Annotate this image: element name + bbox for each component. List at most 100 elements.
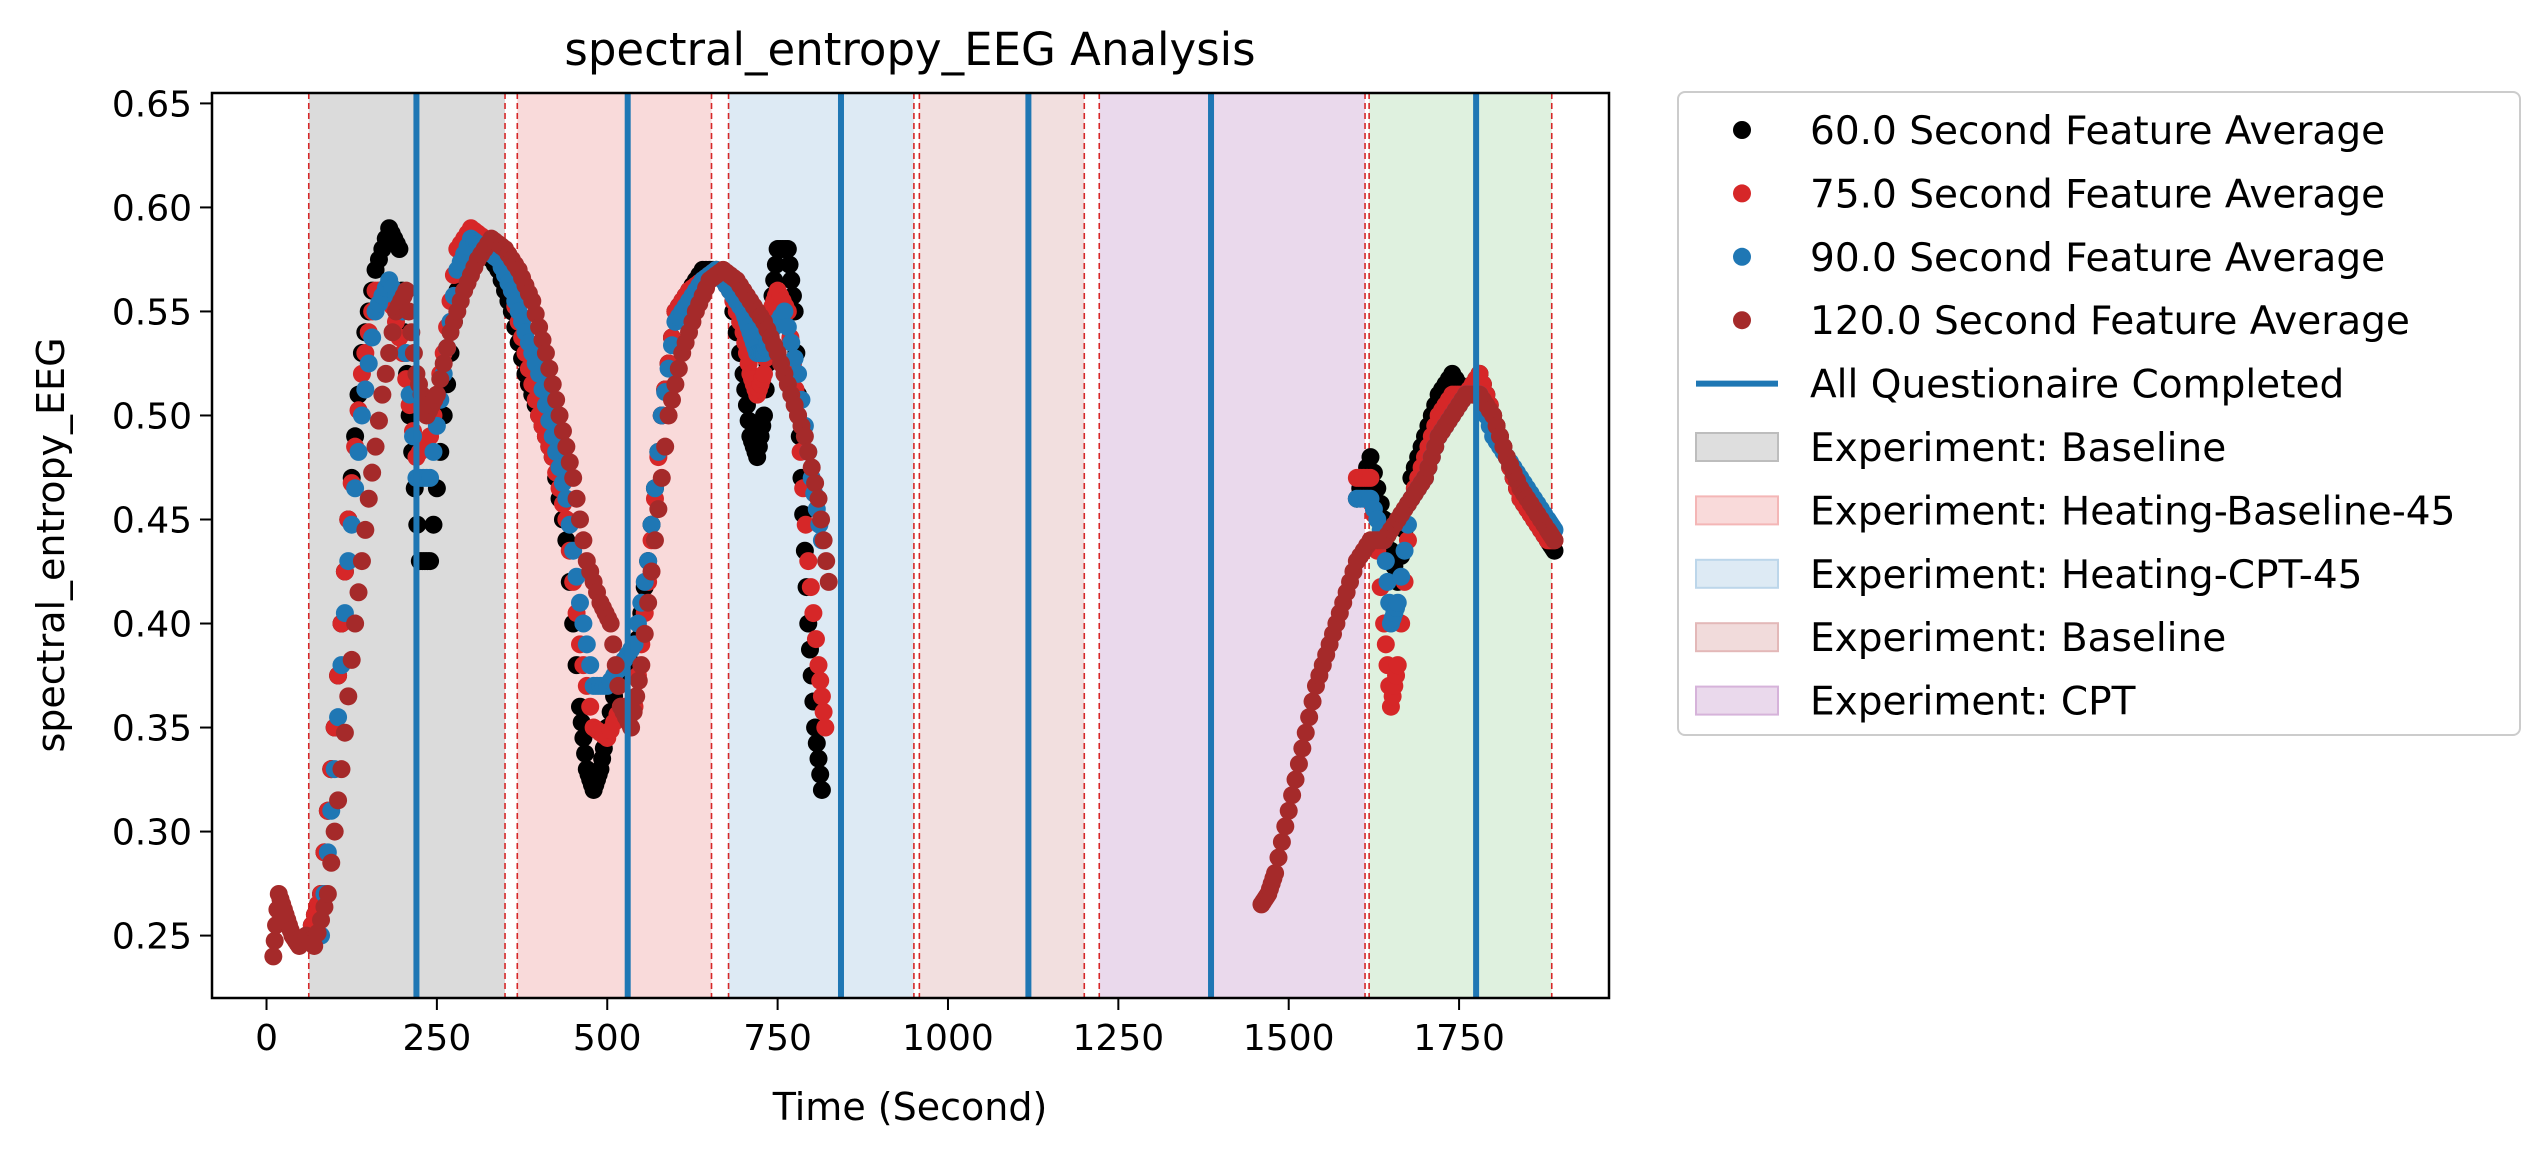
data-point [809,749,828,768]
legend-patch [1695,685,1779,716]
data-point [782,333,801,352]
legend-label: Experiment: Heating-CPT-45 [1810,553,2362,598]
data-point [349,583,368,602]
phase-span-1 [517,93,712,998]
data-point [383,323,402,342]
data-point [424,515,443,534]
legend-patch [1695,558,1779,589]
data-point [604,635,623,654]
data-point [356,520,375,539]
data-point [390,240,409,259]
data-point [652,468,671,487]
data-point [809,656,828,675]
data-point [766,255,785,274]
data-point [785,349,804,368]
data-point [574,531,593,550]
data-point [804,604,823,623]
data-point [581,697,600,716]
data-point [339,552,358,571]
data-point [427,385,446,404]
data-point [780,255,799,274]
data-point [421,468,440,487]
x-tick-label: 500 [573,1018,642,1059]
x-axis-label: Time (Second) [772,1085,1048,1129]
y-tick-label: 0.40 [112,605,192,646]
data-point [778,240,797,259]
data-point [816,718,835,737]
data-point [318,884,337,903]
legend-item-9: Experiment: CPT [1695,680,2136,725]
data-point [629,671,648,690]
legend-marker [1733,184,1751,203]
data-point [799,442,818,461]
phase-span-3 [919,93,1085,998]
y-tick-label: 0.35 [112,709,192,750]
legend-label: 75.0 Second Feature Average [1810,172,2385,217]
data-point [376,364,395,383]
data-point [601,614,620,633]
data-point [363,328,382,347]
legend-label: Experiment: Heating-Baseline-45 [1810,489,2455,534]
data-point [1296,723,1315,742]
data-point [1303,692,1322,711]
data-point [373,385,392,404]
data-point [329,791,348,810]
data-point [1293,739,1312,758]
data-point [627,687,646,706]
data-point [577,635,596,654]
data-point [329,708,348,727]
legend-label: 120.0 Second Feature Average [1810,299,2410,344]
data-point [1269,848,1288,867]
y-tick-label: 0.50 [112,396,192,437]
data-point [570,510,589,529]
data-point [325,822,344,841]
legend-patch [1695,432,1779,462]
legend-label: All Questionaire Completed [1810,363,2344,408]
data-point [581,656,600,675]
data-point [564,468,583,487]
data-point [553,422,572,441]
data-point [1388,656,1407,675]
y-tick-label: 0.25 [112,917,192,958]
data-point [806,474,825,493]
data-point [434,354,453,373]
data-point [1376,552,1395,571]
data-point [809,489,828,508]
data-point [380,344,399,363]
data-point [1289,754,1308,773]
data-point [662,390,681,409]
data-point [1376,635,1395,654]
data-point [356,380,375,399]
data-point [1276,817,1295,836]
data-point [339,687,358,706]
data-point [656,437,675,456]
data-point [1378,572,1397,591]
data-point [819,572,838,591]
data-point [642,562,661,581]
phase-span-4 [1099,93,1366,998]
data-point [1300,708,1319,727]
plot-frame [210,91,1611,1000]
legend-item-3: 120.0 Second Feature Average [1733,299,2410,344]
data-point [795,427,814,446]
data-point [547,390,566,409]
data-point [342,515,361,534]
data-point [649,500,668,519]
data-point [812,780,831,799]
data-point [397,281,416,300]
legend: 60.0 Second Feature Average 75.0 Second F… [1677,91,2521,736]
data-point [421,552,440,571]
data-point [796,515,815,534]
data-point [366,437,385,456]
y-axis-label: spectral_entropy_EEG [29,337,73,752]
data-point [609,676,628,695]
data-point [431,370,450,389]
x-tick-label: 1000 [902,1018,994,1059]
series-3 [264,229,1564,966]
data-point [775,302,794,321]
axes: 0 250 500 750 1000 1250 1500 1750 0.25 0.30 0.35 0.… [112,84,1505,1059]
y-tick-label: 0.45 [112,500,192,541]
data-point [352,406,371,425]
data-point [1388,593,1407,612]
x-tick-label: 1250 [1073,1018,1165,1059]
